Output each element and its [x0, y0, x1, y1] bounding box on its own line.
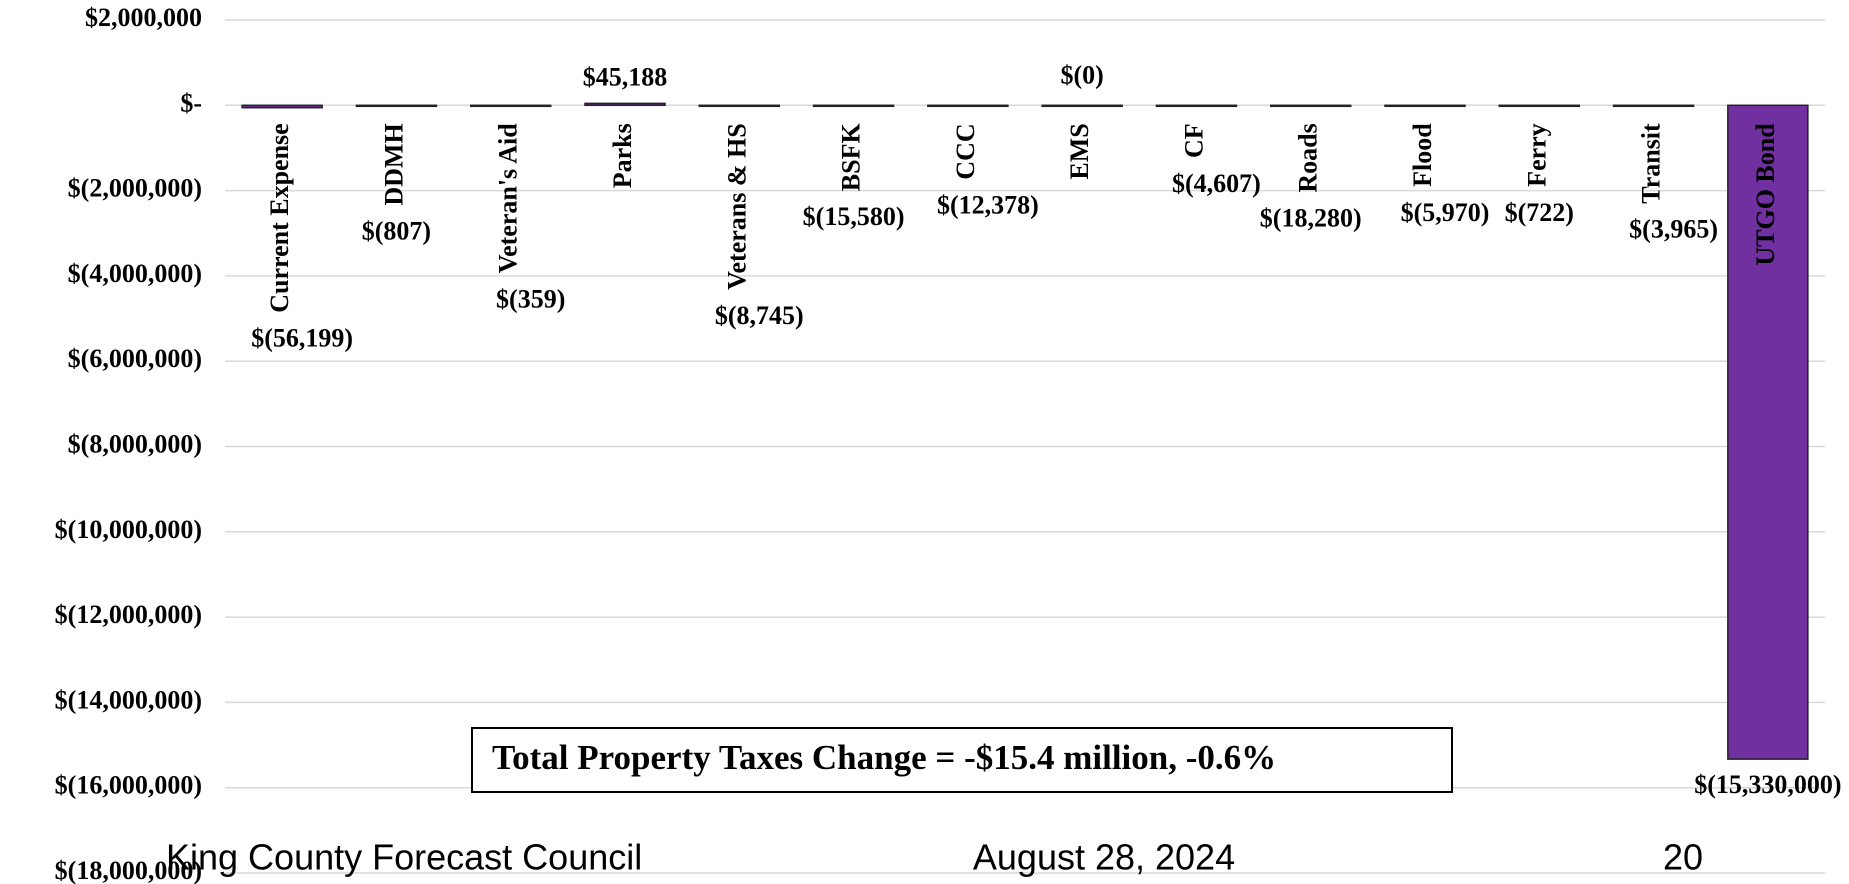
- bar: [1384, 104, 1466, 108]
- bar: [812, 104, 895, 108]
- value-label: $(12,378): [937, 191, 1039, 220]
- value-label: $(359): [496, 284, 565, 313]
- bar: [1041, 104, 1123, 108]
- value-label: $(722): [1505, 198, 1574, 227]
- y-tick-label: $(6,000,000): [68, 344, 202, 373]
- value-label: $(0): [1060, 60, 1103, 89]
- category-label: CF: [1179, 123, 1208, 158]
- value-label: $(18,280): [1260, 204, 1362, 233]
- y-tick-label: $-: [180, 88, 202, 117]
- category-label: Ferry: [1522, 123, 1551, 187]
- y-tick-label: $(4,000,000): [68, 259, 202, 288]
- y-tick-label: $(10,000,000): [55, 515, 202, 544]
- category-label: Transit: [1637, 123, 1666, 204]
- category-label: Roads: [1294, 123, 1323, 192]
- category-label: CCC: [951, 123, 980, 179]
- category-label: Veterans & HS: [722, 123, 751, 290]
- footer-center: August 28, 2024: [973, 837, 1235, 878]
- annotation-box: [471, 727, 1453, 793]
- category-label: Current Expense: [265, 123, 294, 312]
- category-label: Veteran's Aid: [494, 123, 523, 274]
- bar: [1269, 104, 1352, 108]
- value-label: $(4,607): [1172, 169, 1261, 198]
- bar: [355, 104, 438, 108]
- y-tick-label: $2,000,000: [85, 3, 202, 32]
- bar: [1612, 104, 1695, 108]
- category-label: UTGO Bond: [1751, 123, 1780, 266]
- category-label: Parks: [608, 123, 637, 188]
- y-tick-label: $(16,000,000): [55, 771, 202, 800]
- bar: [927, 104, 1009, 108]
- bar: [241, 104, 323, 109]
- value-label: $(8,745): [715, 301, 804, 330]
- y-tick-label: $(14,000,000): [55, 685, 202, 714]
- value-label: $45,188: [583, 62, 668, 91]
- bar: [698, 104, 781, 108]
- y-tick-label: $(8,000,000): [68, 429, 202, 458]
- bar: [1155, 104, 1238, 108]
- y-tick-label: $(12,000,000): [55, 600, 202, 629]
- footer-left: King County Forecast Council: [166, 837, 642, 878]
- bar: [584, 102, 666, 107]
- category-label: Flood: [1408, 123, 1437, 187]
- bar: [469, 104, 552, 108]
- annotation: Total Property Taxes Change = -$15.4 mil…: [492, 738, 1276, 777]
- category-label: DDMH: [379, 123, 408, 205]
- category-label: EMS: [1065, 123, 1094, 179]
- value-label: $(56,199): [251, 324, 353, 353]
- footer-right: 20: [1663, 837, 1703, 878]
- value-label: $(807): [362, 217, 431, 246]
- bar: [1727, 104, 1809, 760]
- category-label: BSFK: [837, 123, 866, 192]
- bar: [1498, 104, 1581, 108]
- value-label: $(5,970): [1401, 198, 1490, 227]
- y-tick-label: $(18,000,000): [55, 856, 202, 884]
- y-tick-label: $(2,000,000): [68, 174, 202, 203]
- value-label: $(15,580): [803, 202, 905, 231]
- value-label: $(3,965): [1629, 215, 1718, 244]
- value-label: $(15,330,000): [1694, 770, 1841, 799]
